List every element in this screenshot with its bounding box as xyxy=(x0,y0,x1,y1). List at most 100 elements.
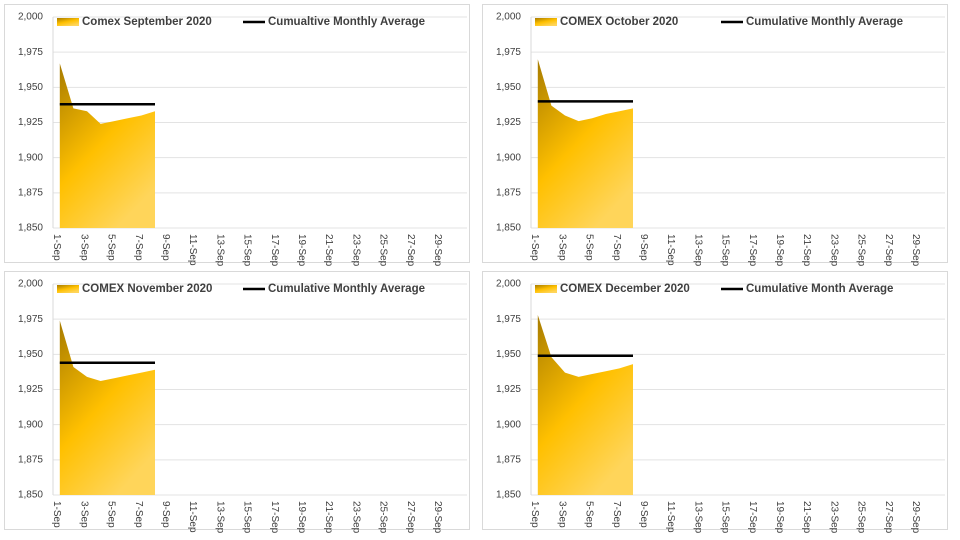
x-tick-label: 11-Sep xyxy=(187,501,198,533)
y-tick-label: 1,875 xyxy=(496,454,521,465)
x-tick-label: 7-Sep xyxy=(133,501,144,528)
x-tick-label: 5-Sep xyxy=(584,501,595,528)
x-tick-label: 3-Sep xyxy=(556,501,567,528)
legend-label: Cumulative Monthly Average xyxy=(268,283,425,295)
y-tick-label: 2,000 xyxy=(18,279,43,290)
legend-swatch xyxy=(57,18,79,26)
x-tick-label: 7-Sep xyxy=(133,234,144,261)
x-tick-label: 5-Sep xyxy=(584,234,595,261)
x-tick-label: 17-Sep xyxy=(269,234,280,267)
legend-label: Cumualtive Monthly Average xyxy=(268,16,425,28)
x-tick-label: 21-Sep xyxy=(801,501,812,534)
area xyxy=(59,320,155,495)
legend-label: Comex September 2020 xyxy=(82,16,212,28)
chart-panel: 1,850 1,875 1,900 1,925 1,950 1,975 2,000 1-Sep… xyxy=(4,4,470,267)
y-tick-label: 1,925 xyxy=(496,384,521,395)
y-tick-label: 1,850 xyxy=(18,223,43,234)
chart-panel: 1,850 1,875 1,900 1,925 1,950 1,975 2,000 1-Sep… xyxy=(482,4,948,267)
area xyxy=(537,314,633,495)
chart-panel: 1,850 1,875 1,900 1,925 1,950 1,975 2,000 1-Sep… xyxy=(482,271,948,534)
x-tick-label: 17-Sep xyxy=(269,501,280,534)
x-tick-label: 9-Sep xyxy=(638,234,649,261)
x-tick-label: 5-Sep xyxy=(106,234,117,261)
x-tick-label: 13-Sep xyxy=(214,501,225,534)
x-tick-label: 13-Sep xyxy=(214,234,225,267)
y-tick-label: 1,950 xyxy=(496,349,521,360)
legend-swatch xyxy=(535,18,557,26)
y-tick-label: 1,925 xyxy=(496,117,521,128)
legend-swatch xyxy=(57,285,79,293)
y-tick-label: 1,975 xyxy=(18,47,43,58)
y-tick-label: 1,975 xyxy=(496,314,521,325)
y-tick-label: 1,875 xyxy=(496,187,521,198)
x-tick-label: 11-Sep xyxy=(665,234,676,266)
x-tick-label: 29-Sep xyxy=(432,234,443,267)
x-tick-label: 11-Sep xyxy=(187,234,198,266)
x-tick-label: 9-Sep xyxy=(160,501,171,528)
y-tick-label: 2,000 xyxy=(496,279,521,290)
legend-label: Cumulative Month Average xyxy=(746,283,893,295)
legend-label: COMEX December 2020 xyxy=(560,283,690,295)
x-tick-label: 1-Sep xyxy=(529,234,540,261)
x-tick-label: 25-Sep xyxy=(378,501,389,534)
y-tick-label: 1,850 xyxy=(496,490,521,501)
y-tick-label: 1,875 xyxy=(18,187,43,198)
x-tick-label: 9-Sep xyxy=(638,501,649,528)
x-tick-label: 3-Sep xyxy=(78,501,89,528)
x-tick-label: 23-Sep xyxy=(828,234,839,267)
x-tick-label: 19-Sep xyxy=(296,234,307,267)
x-tick-label: 13-Sep xyxy=(692,234,703,267)
y-tick-label: 1,950 xyxy=(496,82,521,93)
y-tick-label: 1,950 xyxy=(18,349,43,360)
x-tick-label: 11-Sep xyxy=(665,501,676,533)
x-tick-label: 19-Sep xyxy=(774,501,785,534)
area xyxy=(59,63,155,228)
x-tick-label: 23-Sep xyxy=(350,234,361,267)
x-tick-label: 21-Sep xyxy=(323,501,334,534)
y-tick-label: 2,000 xyxy=(18,12,43,23)
x-tick-label: 19-Sep xyxy=(774,234,785,267)
y-tick-label: 1,875 xyxy=(18,454,43,465)
x-tick-label: 29-Sep xyxy=(910,234,921,267)
x-tick-label: 23-Sep xyxy=(350,501,361,534)
x-tick-label: 1-Sep xyxy=(51,501,62,528)
legend-swatch xyxy=(535,285,557,293)
x-tick-label: 25-Sep xyxy=(856,501,867,534)
x-tick-label: 17-Sep xyxy=(747,501,758,534)
x-tick-label: 7-Sep xyxy=(611,234,622,261)
y-tick-label: 1,850 xyxy=(496,223,521,234)
x-tick-label: 15-Sep xyxy=(242,234,253,267)
y-tick-label: 1,900 xyxy=(496,419,521,430)
x-tick-label: 5-Sep xyxy=(106,501,117,528)
y-tick-label: 1,950 xyxy=(18,82,43,93)
x-tick-label: 1-Sep xyxy=(529,501,540,528)
x-tick-label: 1-Sep xyxy=(51,234,62,261)
x-tick-label: 15-Sep xyxy=(242,501,253,534)
x-tick-label: 25-Sep xyxy=(378,234,389,267)
x-tick-label: 19-Sep xyxy=(296,501,307,534)
x-tick-label: 3-Sep xyxy=(78,234,89,261)
y-tick-label: 1,900 xyxy=(18,152,43,163)
x-tick-label: 25-Sep xyxy=(856,234,867,267)
x-tick-label: 27-Sep xyxy=(405,501,416,534)
y-tick-label: 1,850 xyxy=(18,490,43,501)
x-tick-label: 3-Sep xyxy=(556,234,567,261)
x-tick-label: 27-Sep xyxy=(405,234,416,267)
x-tick-label: 15-Sep xyxy=(720,501,731,534)
x-tick-label: 7-Sep xyxy=(611,501,622,528)
y-tick-label: 1,925 xyxy=(18,384,43,395)
x-tick-label: 21-Sep xyxy=(323,234,334,267)
legend-label: COMEX November 2020 xyxy=(82,283,212,295)
x-tick-label: 27-Sep xyxy=(883,234,894,267)
x-tick-label: 9-Sep xyxy=(160,234,171,261)
y-tick-label: 2,000 xyxy=(496,12,521,23)
x-tick-label: 29-Sep xyxy=(432,501,443,534)
x-tick-label: 27-Sep xyxy=(883,501,894,534)
x-tick-label: 17-Sep xyxy=(747,234,758,267)
y-tick-label: 1,925 xyxy=(18,117,43,128)
legend-label: COMEX October 2020 xyxy=(560,16,678,28)
x-tick-label: 21-Sep xyxy=(801,234,812,267)
y-tick-label: 1,975 xyxy=(496,47,521,58)
y-tick-label: 1,900 xyxy=(18,419,43,430)
